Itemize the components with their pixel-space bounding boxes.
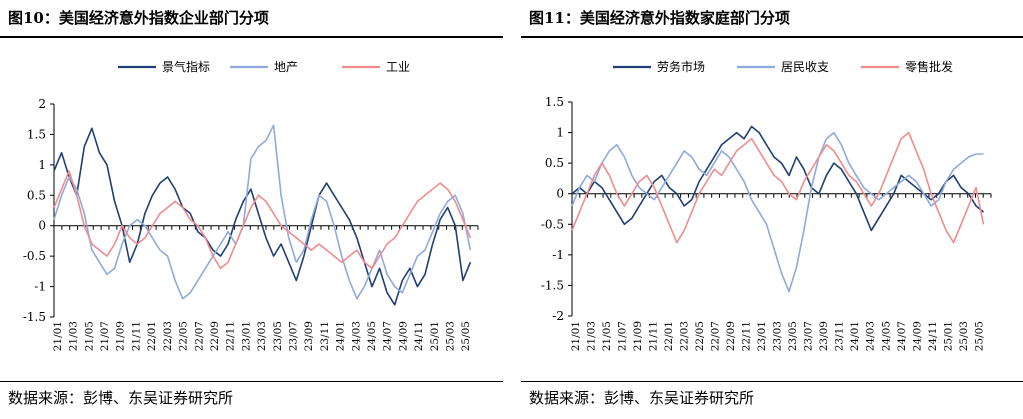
data-source: 数据来源：彭博、东吴证券研究所 bbox=[8, 389, 234, 407]
x-tick-label: 24/03 bbox=[865, 321, 877, 351]
legend: 劳务市场 居民收支 零售批发 bbox=[613, 59, 953, 74]
legend-label: 居民收支 bbox=[781, 60, 829, 74]
x-tick-label: 24/11 bbox=[927, 321, 939, 351]
x-tick-label: 22/05 bbox=[178, 321, 190, 351]
x-tick-label: 24/03 bbox=[350, 321, 362, 351]
y-tick-label: -1.5 bbox=[541, 278, 564, 292]
x-tick-label: 24/09 bbox=[397, 321, 409, 351]
x-tick-label: 23/05 bbox=[787, 321, 799, 351]
x-tick-label: 25/05 bbox=[460, 321, 472, 351]
legend-label: 地产 bbox=[274, 60, 298, 74]
title-rule bbox=[0, 36, 503, 38]
chart-title: 图10：美国经济意外指数企业部门分项 bbox=[8, 9, 269, 27]
x-tick-label: 21/09 bbox=[632, 321, 644, 351]
x-tick-label: 21/01 bbox=[52, 321, 64, 351]
chart-title: 图11：美国经济意外指数家庭部门分项 bbox=[529, 9, 790, 27]
x-tick-label: 24/05 bbox=[880, 321, 892, 351]
series-line bbox=[53, 127, 472, 306]
chart-panel-household: 图11：美国经济意外指数家庭部门分项 劳务市场 居民收支 零售批发 1.5 1 0.5 0 -… bbox=[521, 0, 1023, 419]
series-line bbox=[571, 131, 984, 293]
x-tick-label: 23/11 bbox=[834, 321, 846, 351]
x-tick-label: 22/09 bbox=[725, 321, 737, 351]
x-tick-label: 23/09 bbox=[303, 321, 315, 351]
y-tick-label: 0 bbox=[38, 219, 46, 233]
y-tick-label: -2 bbox=[552, 309, 564, 323]
x-tick-label: 21/11 bbox=[130, 321, 142, 351]
y-tick-label: -0.5 bbox=[541, 217, 564, 231]
x-tick-label: 21/03 bbox=[585, 321, 597, 351]
x-tick-label: 22/07 bbox=[710, 321, 722, 351]
series-line bbox=[571, 125, 985, 232]
y-tick-label: -0.5 bbox=[23, 249, 46, 263]
x-tick-label: 25/03 bbox=[958, 321, 970, 351]
y-tick-label: -1 bbox=[552, 248, 564, 262]
x-tick-label: 21/09 bbox=[115, 321, 127, 351]
x-tick-label: 21/05 bbox=[601, 321, 613, 351]
x-tick-label: 22/11 bbox=[741, 321, 753, 351]
x-tick-label: 23/07 bbox=[803, 321, 815, 351]
x-tick-label: 25/01 bbox=[429, 321, 441, 351]
x-tick-label: 22/07 bbox=[193, 321, 205, 351]
y-tick-label: 0.5 bbox=[27, 188, 46, 202]
x-tick-label: 22/05 bbox=[694, 321, 706, 351]
data-source: 数据来源：彭博、东吴证券研究所 bbox=[529, 389, 755, 407]
x-tick-label: 24/11 bbox=[413, 321, 425, 351]
y-tick-label: 1 bbox=[38, 158, 46, 172]
y-tick-label: 1 bbox=[556, 126, 564, 140]
x-tick-label: 23/11 bbox=[319, 321, 331, 351]
x-tick-label: 21/07 bbox=[616, 321, 628, 351]
x-tick-label: 24/05 bbox=[366, 321, 378, 351]
series-line bbox=[53, 124, 472, 300]
legend: 景气指标 地产 工业 bbox=[118, 59, 410, 74]
x-tick-label: 23/05 bbox=[272, 321, 284, 351]
y-tick-label: -1 bbox=[34, 280, 46, 294]
y-tick-label: 2 bbox=[38, 97, 46, 111]
title-rule bbox=[521, 36, 1023, 38]
legend-label: 工业 bbox=[386, 60, 410, 74]
legend-label: 零售批发 bbox=[905, 59, 953, 74]
x-tick-label: 23/09 bbox=[818, 321, 830, 351]
legend-label: 劳务市场 bbox=[657, 59, 705, 74]
x-tick-label: 21/07 bbox=[99, 321, 111, 351]
x-tick-label: 25/05 bbox=[973, 321, 985, 351]
y-tick-label: -1.5 bbox=[23, 310, 46, 324]
x-tick-label: 23/03 bbox=[772, 321, 784, 351]
series-line bbox=[53, 170, 472, 270]
x-tick-label: 23/03 bbox=[256, 321, 268, 351]
chart-panel-enterprise: 图10：美国经济意外指数企业部门分项 景气指标 地产 工业 2 1.5 1 0.5 0 -0.5… bbox=[0, 0, 503, 419]
y-tick-label: 1.5 bbox=[27, 127, 46, 141]
source-rule bbox=[521, 381, 1023, 382]
legend-label: 景气指标 bbox=[162, 59, 210, 74]
x-tick-label: 24/09 bbox=[911, 321, 923, 351]
x-tick-label: 22/01 bbox=[146, 321, 158, 351]
x-tick-label: 25/03 bbox=[445, 321, 457, 351]
series-line bbox=[571, 131, 985, 244]
x-tick-label: 22/03 bbox=[162, 321, 174, 351]
x-tick-label: 22/01 bbox=[663, 321, 675, 351]
x-tick-label: 22/03 bbox=[679, 321, 691, 351]
x-tick-label: 23/01 bbox=[756, 321, 768, 351]
y-tick-label: 0.5 bbox=[545, 156, 564, 170]
y-tick-label: 0 bbox=[556, 187, 564, 201]
x-tick-label: 21/01 bbox=[570, 321, 582, 351]
source-rule bbox=[0, 381, 503, 382]
x-tick-label: 23/07 bbox=[287, 321, 299, 351]
x-tick-label: 21/11 bbox=[647, 321, 659, 351]
x-tick-label: 24/07 bbox=[382, 321, 394, 351]
x-tick-label: 21/05 bbox=[83, 321, 95, 351]
x-tick-label: 23/01 bbox=[240, 321, 252, 351]
x-tick-label: 24/01 bbox=[335, 321, 347, 351]
x-tick-label: 22/09 bbox=[209, 321, 221, 351]
y-tick-label: 1.5 bbox=[545, 95, 564, 109]
x-tick-label: 24/07 bbox=[896, 321, 908, 351]
x-tick-label: 24/01 bbox=[849, 321, 861, 351]
x-tick-label: 21/03 bbox=[68, 321, 80, 351]
x-tick-label: 22/11 bbox=[225, 321, 237, 351]
x-tick-label: 25/01 bbox=[942, 321, 954, 351]
